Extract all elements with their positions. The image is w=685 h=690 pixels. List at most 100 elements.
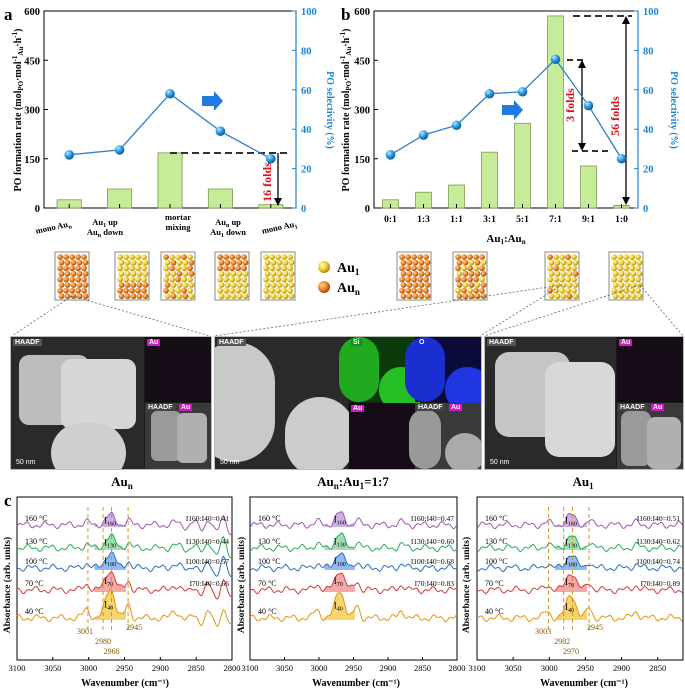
c-title-2: Aun:Au1=1:7 xyxy=(317,474,389,491)
c1-xtick-0: 3100 xyxy=(242,663,259,673)
c2-temp-4: 40 °C xyxy=(485,607,504,616)
panel-b-xtick-label-3: 3:1 xyxy=(483,215,496,225)
c-xlabel-3: Wavenumber (cm⁻¹) xyxy=(540,678,628,689)
c0-xtick-6: 2800 xyxy=(224,663,241,673)
panel-b-rtick-label-1: 20 xyxy=(643,165,654,176)
legend-au1-label: Au1 xyxy=(337,261,360,277)
panel-b-bar-3 xyxy=(481,151,498,209)
panel-b-annotation-small: 3 folds xyxy=(563,88,577,122)
panel-label-a: a xyxy=(4,5,13,24)
tem-haadf-mixed: HAADF 50 nm xyxy=(215,337,355,469)
c2-annot-2: 2970 xyxy=(563,647,579,656)
c2-temp-0: 160 °C xyxy=(485,514,508,523)
panel-b-annotation-large: 56 folds xyxy=(608,96,622,136)
c2-spectrum-3 xyxy=(476,574,683,595)
panel-b-ltick-label-1: 150 xyxy=(354,155,370,166)
panel-b-selectivity-line xyxy=(390,58,623,160)
c1-ratio-1: I130:I40=0.60 xyxy=(411,537,454,546)
c0-xtick-2: 3000 xyxy=(80,663,97,673)
c2-ratio-1: I130:I40=0.62 xyxy=(637,537,680,546)
panel-b-xlabel: Au1:Aun xyxy=(486,233,525,246)
c2-ratio-2: I100:I40=0.74 xyxy=(637,557,680,566)
panel-a-rtick-label-0: 0 xyxy=(301,204,306,215)
c-title-1: Aun xyxy=(111,474,133,491)
c2-ratio-0: I160:I40=0.51 xyxy=(637,514,680,523)
panel-b-selectivity-point-4 xyxy=(517,86,528,97)
tem-haadf-label-3: HAADF xyxy=(487,339,516,346)
c2-xtick-4: 2900 xyxy=(613,663,630,673)
c1-ratio-2: I100:I40=0.68 xyxy=(411,557,454,566)
zoom-lines xyxy=(11,284,684,337)
c0-spectrum-2 xyxy=(16,551,233,578)
panel-a-rtick-label-4: 80 xyxy=(301,46,312,57)
panel-a-chart: 0 150 300 450 600 0 20 40 60 80 100 PO formation … xyxy=(11,7,335,239)
c1-temp-0: 160 °C xyxy=(258,514,281,523)
panel-b-bar-4 xyxy=(514,122,531,209)
panel-b-xtick-label-5: 7:1 xyxy=(549,215,562,225)
panel-b-ylabel-left: PO formation rate (molPO·mol-1Au·h-1) xyxy=(339,29,353,192)
c1-spectrum-2 xyxy=(249,552,458,573)
tem-au-label-2: Au xyxy=(351,405,365,412)
c1-xtick-5: 2850 xyxy=(414,663,431,673)
c0-temp-0: 160 °C xyxy=(25,514,48,523)
c0-peak-label-4: I40 xyxy=(104,600,113,612)
c0-ratio-3: I70:I40=0.66 xyxy=(190,579,230,588)
c1-xtick-1: 3050 xyxy=(276,663,293,673)
c1-spectrum-3 xyxy=(249,572,458,595)
tem-si-label: Si xyxy=(351,339,362,346)
c-title-3: Au1 xyxy=(572,474,594,491)
c1-ratio-3: I70:I40=0.83 xyxy=(415,579,455,588)
c2-xtick-0: 3100 xyxy=(469,663,486,673)
c0-annot-3: 2945 xyxy=(126,623,142,632)
c2-temp-1: 130 °C xyxy=(485,537,508,546)
panel-a-selectivity-point-3 xyxy=(215,126,226,136)
a-xlabel-mono-aun: mono Aun xyxy=(35,218,74,237)
panel-a-rtick-label-2: 40 xyxy=(301,125,312,136)
panel-b-ltick-label-0: 0 xyxy=(365,204,370,215)
panel-b-rtick-label-0: 0 xyxy=(643,204,648,215)
panel-b-xtick-label-6: 9:1 xyxy=(582,215,595,225)
panel-b-ltick-label-2: 300 xyxy=(354,106,370,117)
schematic-cylinder-7 xyxy=(544,251,580,301)
c0-annot-1: 2980 xyxy=(95,637,111,646)
tem-scale: 50 nm xyxy=(16,459,36,466)
c2-spectrum-0 xyxy=(476,512,683,530)
c1-peak-label-4: I40 xyxy=(334,600,343,612)
panel-b-rtick-label-3: 60 xyxy=(643,86,654,97)
c2-xtick-2: 3000 xyxy=(541,663,558,673)
c0-xtick-1: 3050 xyxy=(44,663,61,673)
tem-scale-2: 50 nm xyxy=(220,459,240,466)
c2-spectrum-1 xyxy=(476,535,683,553)
c0-temp-4: 40 °C xyxy=(25,607,44,616)
c0-annot-0: 3001 xyxy=(77,627,93,636)
panel-a-rtick-label-1: 20 xyxy=(301,165,312,176)
c0-temp-3: 70 °C xyxy=(25,579,44,588)
tem-overlay-haadf-2: HAADF xyxy=(416,404,445,411)
c1-temp-2: 100 °C xyxy=(258,557,281,566)
a-xlabel-mortar: mortar mixing xyxy=(165,212,191,232)
schematic-cylinder-4 xyxy=(260,251,296,301)
tem-panel-aun: HAADF 50 nm Au HAADF Au xyxy=(10,336,212,470)
schematic-cylinder-8 xyxy=(608,251,644,301)
tem-o-label: O xyxy=(417,339,427,346)
c0-annot-2: 2968 xyxy=(104,647,120,656)
c2-temp-2: 100 °C xyxy=(485,557,508,566)
c2-annot-0: 3003 xyxy=(535,627,551,636)
legend: Au1 Aun xyxy=(318,261,360,297)
c-xlabel-2: Wavenumber (cm⁻¹) xyxy=(312,678,400,689)
c1-peak-label-3: I70 xyxy=(334,576,343,588)
panel-label-b: b xyxy=(341,5,350,24)
panel-b-ltick-label-4: 600 xyxy=(354,7,370,18)
c1-ratio-0: I160:I40=0.47 xyxy=(411,514,454,523)
tem-au-map-mixed: Au xyxy=(349,403,415,469)
panel-b-rtick-label-5: 100 xyxy=(643,7,659,18)
legend-au1-sphere xyxy=(318,261,330,273)
tem-overlay-haadf-3: HAADF xyxy=(618,404,647,411)
tem-scale-3: 50 nm xyxy=(490,459,510,466)
panel-a-selectivity-point-4 xyxy=(266,153,276,164)
c0-xtick-4: 2900 xyxy=(152,663,169,673)
tem-overlay-au: Au xyxy=(179,404,193,411)
tem-overlay-au-3: Au xyxy=(651,404,665,411)
